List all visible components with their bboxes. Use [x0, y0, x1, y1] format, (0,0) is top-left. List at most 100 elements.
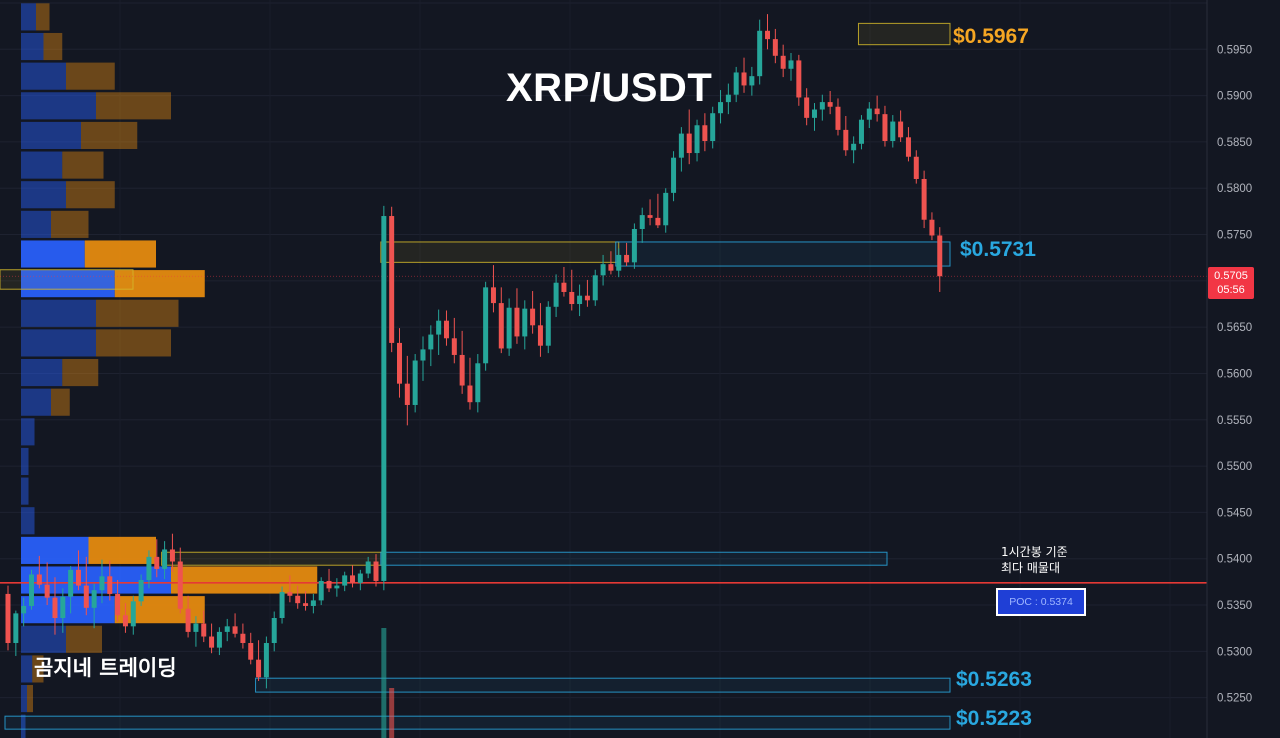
- poc-note-line1: 1시간봉 기준: [1001, 545, 1068, 559]
- candle-body: [545, 306, 551, 346]
- candle-body: [263, 643, 269, 678]
- volume-profile-bar-sell: [88, 536, 156, 564]
- candle-body: [702, 125, 708, 142]
- candle-body: [44, 584, 50, 598]
- volume-profile-bar-buy: [21, 477, 29, 505]
- price-zone-yellow: [161, 551, 385, 566]
- volume-profile-bar-sell: [36, 3, 50, 31]
- candle-body: [804, 97, 810, 118]
- price-axis-tick: 0.5900: [1217, 91, 1252, 103]
- volume-profile-bar-buy: [21, 388, 51, 416]
- candle-body: [240, 633, 246, 644]
- candle-body: [796, 60, 802, 98]
- candle-body: [890, 121, 896, 142]
- candle-body: [913, 156, 919, 179]
- candle-body: [530, 308, 536, 326]
- price-zone-yellow: [0, 269, 134, 290]
- candle-body: [686, 133, 692, 154]
- price-axis-tick: 0.5300: [1217, 646, 1252, 658]
- candle-body: [584, 295, 590, 301]
- volume-profile-bar-sell: [51, 388, 70, 416]
- volume-profile-bar-sell: [66, 62, 115, 90]
- level-label-support-1: $0.5731: [960, 238, 1036, 261]
- candle-body: [373, 561, 379, 581]
- candle-body: [412, 360, 418, 405]
- volume-bar: [381, 628, 387, 738]
- candle-body: [162, 549, 168, 569]
- volume-profile-bar-sell: [62, 358, 99, 387]
- candle-body: [420, 349, 426, 361]
- candle-body: [835, 106, 841, 130]
- brand-watermark: 곰지네 트레이딩: [34, 656, 177, 680]
- poc-annotation: 1시간봉 기준 최다 매물대: [1001, 544, 1068, 576]
- volume-profile-bar-sell: [96, 329, 171, 357]
- candle-body: [937, 235, 943, 277]
- candle-body: [381, 216, 387, 581]
- candle-body: [5, 593, 11, 644]
- volume-profile-bar-sell: [81, 121, 138, 150]
- volume-profile-bar-buy: [21, 714, 26, 738]
- candle-body: [475, 363, 481, 403]
- volume-profile-bar-sell: [171, 566, 318, 594]
- candle-body: [169, 549, 175, 562]
- price-zone-yellow: [380, 241, 620, 263]
- candle-body: [624, 254, 630, 263]
- volume-profile-bar-buy: [21, 596, 115, 624]
- level-label-support-3: $0.5223: [956, 707, 1032, 730]
- bar-countdown: 05:56: [1217, 284, 1245, 296]
- candle-body: [851, 143, 857, 151]
- candle-body: [279, 592, 285, 619]
- volume-profile-bar-sell: [62, 151, 104, 179]
- candle-body: [342, 575, 348, 586]
- price-zone-yellow: [857, 22, 951, 46]
- volume-profile-bar-buy: [21, 62, 66, 90]
- candle-body: [83, 585, 89, 608]
- volume-profile-bar-sell: [114, 270, 205, 298]
- price-axis-tick: 0.5800: [1217, 183, 1252, 195]
- candle-body: [310, 600, 316, 606]
- candle-body: [647, 215, 653, 218]
- candle-body: [75, 569, 81, 586]
- volume-bar: [389, 688, 395, 738]
- candle-body: [866, 108, 872, 120]
- candle-body: [389, 216, 395, 343]
- volume-profile-bar-buy: [21, 270, 115, 298]
- last-price-value: 0.5705: [1214, 270, 1248, 282]
- candle-body: [28, 574, 34, 606]
- candle-body: [561, 282, 567, 292]
- candle-body: [600, 264, 606, 276]
- volume-profile-bar-sell: [66, 625, 102, 653]
- volume-profile-bar-buy: [21, 210, 51, 238]
- candle-body: [663, 192, 669, 226]
- candle-body: [678, 133, 684, 158]
- price-axis-tick: 0.5650: [1217, 322, 1252, 334]
- candle-body: [616, 254, 622, 271]
- poc-label-box: POC : 0.5374: [996, 588, 1086, 616]
- volume-profile-bar-sell: [114, 596, 205, 624]
- volume-profile-bar-buy: [21, 299, 96, 327]
- candle-body: [490, 287, 496, 304]
- candle-body: [209, 636, 215, 648]
- volume-profile-bar-buy: [21, 3, 36, 31]
- volume-profile-bar-buy: [21, 181, 66, 209]
- candle-body: [52, 597, 58, 619]
- candle-body: [772, 39, 778, 56]
- candle-body: [326, 580, 332, 589]
- volume-profile-bar-buy: [21, 240, 85, 268]
- volume-profile-bar-buy: [21, 655, 33, 683]
- candle-body: [483, 287, 489, 364]
- volume-profile-bar-buy: [21, 536, 89, 564]
- candle-body: [608, 264, 614, 271]
- candle-body: [36, 574, 42, 585]
- price-axis-tick: 0.5500: [1217, 461, 1252, 473]
- candle-body: [741, 72, 747, 86]
- candle-body: [694, 125, 700, 154]
- candle-body: [122, 615, 128, 627]
- candle-body: [216, 631, 222, 648]
- price-axis-tick: 0.5850: [1217, 137, 1252, 149]
- volume-profile-bar-buy: [21, 685, 27, 713]
- volume-profile-bar-sell: [96, 92, 171, 120]
- price-zone-blue: [4, 715, 951, 730]
- candle-body: [443, 320, 449, 339]
